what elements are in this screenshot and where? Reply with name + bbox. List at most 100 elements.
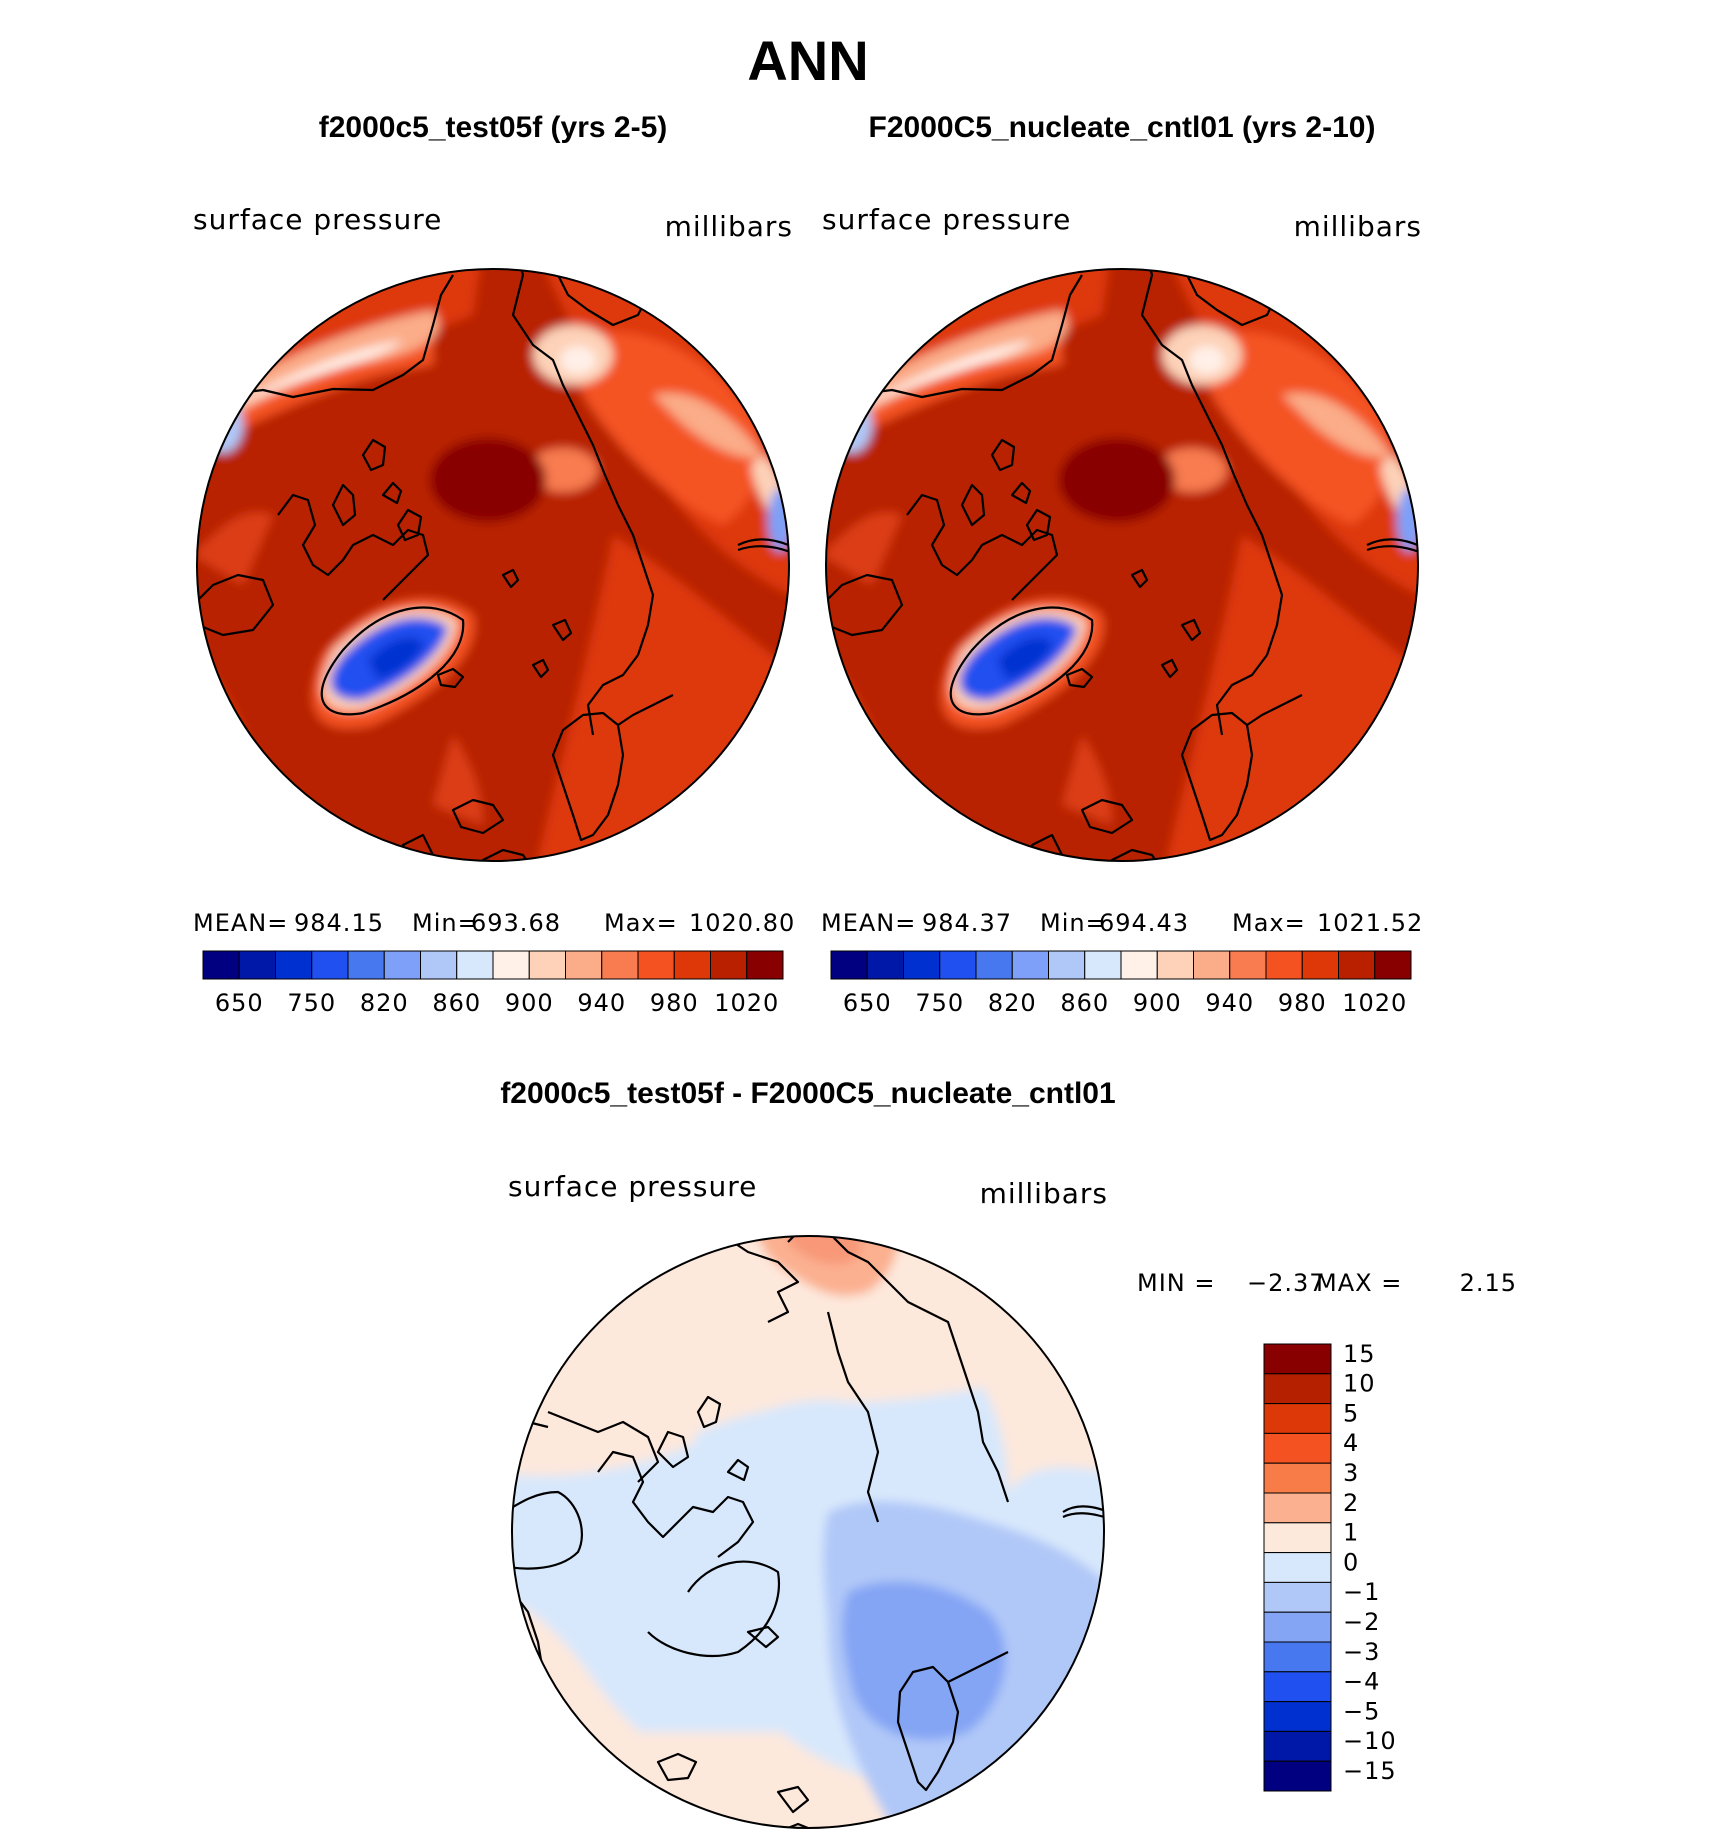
panel-test-map: f2000c5_test05f (yrs 2-5) surface pressu… [193, 111, 795, 1017]
panel-cntl-variable: surface pressure [822, 203, 1071, 236]
panel-test-max-value: 1020.80 [689, 909, 795, 937]
panel-diff-max-value: 2.15 [1460, 1269, 1517, 1297]
colorbar-swatch [1048, 950, 1086, 980]
colorbar-swatch [710, 950, 748, 980]
colorbar-swatch [202, 950, 240, 980]
colorbar-swatch [1263, 1432, 1332, 1464]
colorbar-tick-label: 0 [1343, 1548, 1359, 1576]
colorbar-swatch [939, 950, 977, 980]
colorbar-swatch [1263, 1701, 1332, 1732]
colorbar-swatch [1263, 1522, 1332, 1554]
colorbar-tick-label: 860 [432, 989, 481, 1017]
colorbar-tick-label: 980 [650, 989, 699, 1017]
panel-test-map-border [196, 268, 790, 862]
colorbar-tick-label: 900 [1133, 989, 1182, 1017]
colorbar-tick-label: 650 [215, 989, 264, 1017]
colorbar-tick-label: 1020 [1342, 989, 1407, 1017]
panel-test-units: millibars [665, 210, 793, 243]
panel-cntl-map-border [825, 268, 1419, 862]
colorbar-swatch [1263, 1641, 1332, 1673]
panel-diff-max-label: MAX = [1316, 1269, 1402, 1297]
colorbar-swatch [1263, 1343, 1332, 1375]
colorbar-swatch [746, 950, 784, 980]
colorbar-tick-label: 820 [988, 989, 1037, 1017]
colorbar-swatch [903, 950, 941, 980]
panel-test-mean-label: MEAN= [193, 909, 288, 937]
colorbar-swatch [492, 950, 530, 980]
colorbar-swatch [238, 950, 276, 980]
colorbar-swatch [1263, 1581, 1332, 1613]
colorbar-swatch [456, 950, 494, 980]
colorbar-swatch [383, 950, 421, 980]
colorbar-tick-label: −4 [1343, 1668, 1380, 1696]
colorbar-tick-label: 4 [1343, 1429, 1359, 1457]
colorbar-swatch [1011, 950, 1049, 980]
panel-cntl-units: millibars [1294, 210, 1422, 243]
colorbar-swatch [528, 950, 566, 980]
panel-cntl-mean-label: MEAN= [821, 909, 916, 937]
colorbar-swatch [1265, 950, 1303, 980]
colorbar-swatch [975, 950, 1013, 980]
colorbar-tick-label: 15 [1343, 1340, 1376, 1368]
colorbar-swatch [1120, 950, 1158, 980]
panel-diff-units: millibars [980, 1177, 1108, 1210]
colorbar-tick-label: −3 [1343, 1638, 1380, 1666]
colorbar-swatch [1263, 1760, 1332, 1792]
colorbar-swatch [1084, 950, 1122, 980]
panel-diff-map-border [511, 1235, 1105, 1829]
colorbar-swatch [565, 950, 603, 980]
panel-diff-min-value: −2.37 [1247, 1269, 1326, 1297]
colorbar-tick-label: 1 [1343, 1519, 1359, 1547]
colorbar-tick-label: −10 [1343, 1727, 1397, 1755]
colorbar-tick-label: 940 [1205, 989, 1254, 1017]
panel-test-title: f2000c5_test05f (yrs 2-5) [319, 111, 668, 144]
colorbar-tick-label: 10 [1343, 1370, 1376, 1398]
figure-title: ANN [747, 29, 868, 92]
colorbar-tick-label: 940 [577, 989, 626, 1017]
colorbar-swatch [1193, 950, 1231, 980]
colorbar-swatch [637, 950, 675, 980]
colorbar-tick-label: −5 [1343, 1697, 1380, 1725]
colorbar-swatch [673, 950, 711, 980]
panel-diff-title: f2000c5_test05f - F2000C5_nucleate_cntl0… [500, 1077, 1115, 1110]
colorbar-swatch [1263, 1552, 1332, 1583]
panel-cntl-mean-value: 984.37 [922, 909, 1012, 937]
colorbar-swatch [1263, 1730, 1332, 1762]
colorbar-swatch [1263, 1403, 1332, 1434]
colorbar-swatch [830, 950, 868, 980]
colorbar-swatch [1263, 1671, 1332, 1703]
panel-cntl-title: F2000C5_nucleate_cntl01 (yrs 2-10) [869, 111, 1376, 144]
panel-cntl-min-value: 694.43 [1099, 909, 1189, 937]
panel-test-field [197, 269, 789, 861]
panel-test-mean-value: 984.15 [294, 909, 384, 937]
colorbar-tick-label: −15 [1343, 1757, 1397, 1785]
colorbar-swatch [275, 950, 313, 980]
colorbar-swatch [1263, 1462, 1332, 1494]
colorbar-tick-label: 980 [1278, 989, 1327, 1017]
panel-cntl-min-label: Min= [1040, 909, 1107, 937]
colorbar-swatch [347, 950, 385, 980]
colorbar-tick-label: 900 [505, 989, 554, 1017]
colorbar-swatch [1156, 950, 1194, 980]
colorbar-swatch [311, 950, 349, 980]
panel-cntl-max-value: 1021.52 [1317, 909, 1423, 937]
colorbar-swatch [1229, 950, 1267, 980]
colorbar-tick-label: 3 [1343, 1459, 1359, 1487]
colorbar-swatch [1338, 950, 1376, 980]
colorbar-tick-label: 750 [915, 989, 964, 1017]
panel-cntl-colorbar: 650 750 820 860 900 940 980 1020 [830, 950, 1412, 1017]
colorbar-tick-label: 5 [1343, 1399, 1359, 1427]
colorbar-swatch [1374, 950, 1412, 980]
panel-test-colorbar: 650 750 820 860 900 940 980 1020 [202, 950, 784, 1017]
colorbar-swatch [601, 950, 639, 980]
panel-diff-min-label: MIN = [1137, 1269, 1215, 1297]
colorbar-tick-label: 1020 [714, 989, 779, 1017]
colorbar-tick-label: −2 [1343, 1608, 1380, 1636]
panel-test-variable: surface pressure [193, 203, 442, 236]
panel-cntl-field [826, 269, 1418, 861]
colorbar-tick-label: 2 [1343, 1489, 1359, 1517]
panel-diff-variable: surface pressure [508, 1170, 757, 1203]
panel-test-min-value: 693.68 [471, 909, 561, 937]
